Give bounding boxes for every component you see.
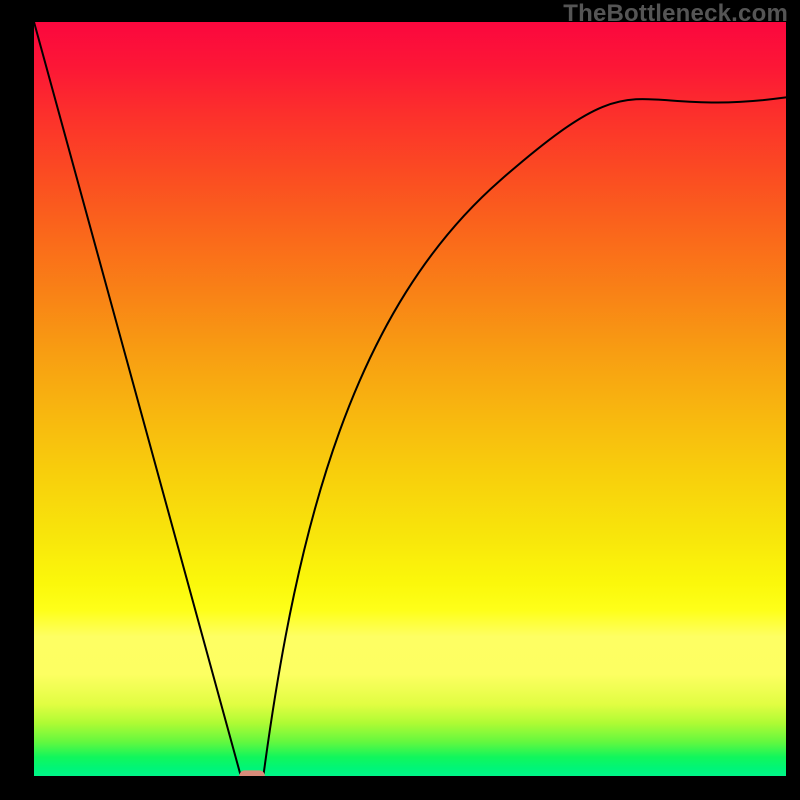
gradient-background: [34, 22, 786, 776]
frame-bottom: [0, 776, 800, 800]
plot-area: [34, 22, 786, 776]
curve-minimum-marker: [239, 770, 265, 776]
plot-svg: [34, 22, 786, 776]
frame-left: [0, 0, 34, 800]
watermark-text: TheBottleneck.com: [563, 0, 788, 28]
frame-right: [786, 0, 800, 800]
